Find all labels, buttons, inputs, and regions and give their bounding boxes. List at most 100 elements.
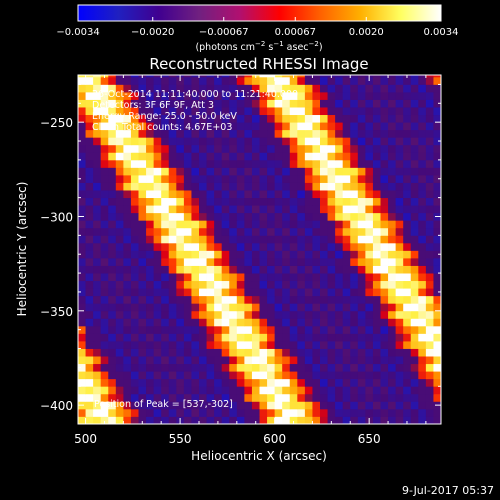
heatmap-cell [410, 318, 419, 327]
heatmap-cell [357, 242, 366, 251]
heatmap-cell [395, 288, 404, 297]
heatmap-cell [85, 416, 94, 424]
heatmap-cell [183, 333, 192, 342]
heatmap-cell [244, 340, 253, 349]
heatmap-cell [199, 416, 207, 424]
heatmap-cell [433, 325, 441, 334]
heatmap-cell [395, 137, 404, 146]
heatmap-cell [372, 84, 381, 93]
heatmap-cell [168, 159, 177, 168]
heatmap-cell [138, 401, 147, 410]
heatmap-cell [274, 356, 283, 365]
heatmap-cell [410, 137, 419, 146]
heatmap-cell [153, 107, 162, 116]
heatmap-cell [320, 75, 328, 78]
heatmap-cell [85, 371, 94, 380]
heatmap-cell [214, 212, 223, 221]
heatmap-cell [214, 235, 223, 244]
heatmap-cell [130, 288, 139, 297]
heatmap-cell [206, 152, 215, 161]
heatmap-cell [115, 91, 124, 100]
heatmap-cell [259, 144, 268, 153]
heatmap-cell [342, 129, 351, 138]
heatmap-cell [388, 416, 397, 424]
heatmap-cell [214, 273, 223, 282]
heatmap-cell [259, 235, 268, 244]
heatmap-cell [395, 84, 404, 93]
heatmap-cell [425, 114, 434, 123]
heatmap-cell [100, 401, 109, 410]
heatmap-cell [267, 325, 276, 334]
heatmap-cell [327, 137, 336, 146]
heatmap-cell [108, 250, 117, 259]
heatmap-cell [365, 174, 374, 183]
heatmap-cell [206, 273, 215, 282]
heatmap-cell [418, 212, 427, 221]
heatmap-cell [388, 273, 397, 282]
heatmap-cell [108, 190, 117, 199]
heatmap-cell [320, 303, 328, 312]
heatmap-cell [274, 84, 283, 93]
heatmap-cell [365, 265, 374, 274]
heatmap-cell [304, 280, 313, 289]
heatmap-cell [168, 363, 177, 372]
heatmap-cell [259, 325, 268, 334]
heatmap-cell [206, 393, 215, 402]
heatmap-cell [161, 99, 170, 108]
heatmap-cell [221, 75, 230, 78]
heatmap-cell [244, 393, 253, 402]
heatmap-cell [153, 235, 162, 244]
y-axis-ticks: −250−300−350−400 [40, 83, 441, 425]
heatmap-cell [418, 393, 427, 402]
heatmap-cell [115, 167, 124, 176]
heatmap-cell [380, 310, 389, 319]
heatmap-cell [78, 333, 86, 342]
heatmap-cell [191, 386, 200, 395]
heatmap-cell [297, 144, 306, 153]
heatmap-cell [297, 318, 306, 327]
heatmap-cell [146, 242, 155, 251]
heatmap-cell [282, 159, 291, 168]
heatmap-cell [403, 310, 412, 319]
heatmap-cell [168, 340, 177, 349]
heatmap-cell [146, 273, 155, 282]
heatmap-cell [244, 190, 253, 199]
heatmap-cell [161, 144, 170, 153]
heatmap-cell [372, 288, 381, 297]
heatmap-cell [403, 250, 412, 259]
heatmap-cell [433, 159, 441, 168]
heatmap-cell [229, 190, 238, 199]
heatmap-cell [403, 371, 412, 380]
heatmap-cell [236, 220, 245, 229]
heatmap-cell [289, 288, 298, 297]
heatmap-cell [267, 182, 276, 191]
heatmap-cell [282, 416, 291, 424]
heatmap-cell [320, 76, 328, 85]
colorbar-unit-label: (photons cm−2 s−1 asec−2) [195, 40, 322, 53]
heatmap-cell [123, 310, 132, 319]
heatmap-cell [297, 250, 306, 259]
heatmap-cell [168, 99, 177, 108]
heatmap-cell [274, 91, 283, 100]
heatmap-cell [433, 340, 441, 349]
heatmap-cell [244, 378, 253, 387]
heatmap-cell [267, 114, 276, 123]
heatmap-cell [78, 91, 86, 100]
heatmap-cell [320, 137, 328, 146]
heatmap-cell [115, 348, 124, 357]
heatmap-cell [153, 242, 162, 251]
heatmap-cell [100, 242, 109, 251]
heatmap-cell [236, 340, 245, 349]
heatmap-cell [93, 378, 102, 387]
heatmap-cell [214, 174, 223, 183]
heatmap-cell [320, 235, 328, 244]
heatmap-cell [138, 197, 147, 206]
heatmap-cell [176, 356, 185, 365]
heatmap-cell [289, 212, 298, 221]
heatmap-cell [267, 99, 276, 108]
heatmap-cell [214, 122, 223, 131]
heatmap-cell [342, 416, 351, 424]
heatmap-cell [206, 137, 215, 146]
heatmap-cell [78, 303, 86, 312]
heatmap-cell [221, 257, 230, 266]
